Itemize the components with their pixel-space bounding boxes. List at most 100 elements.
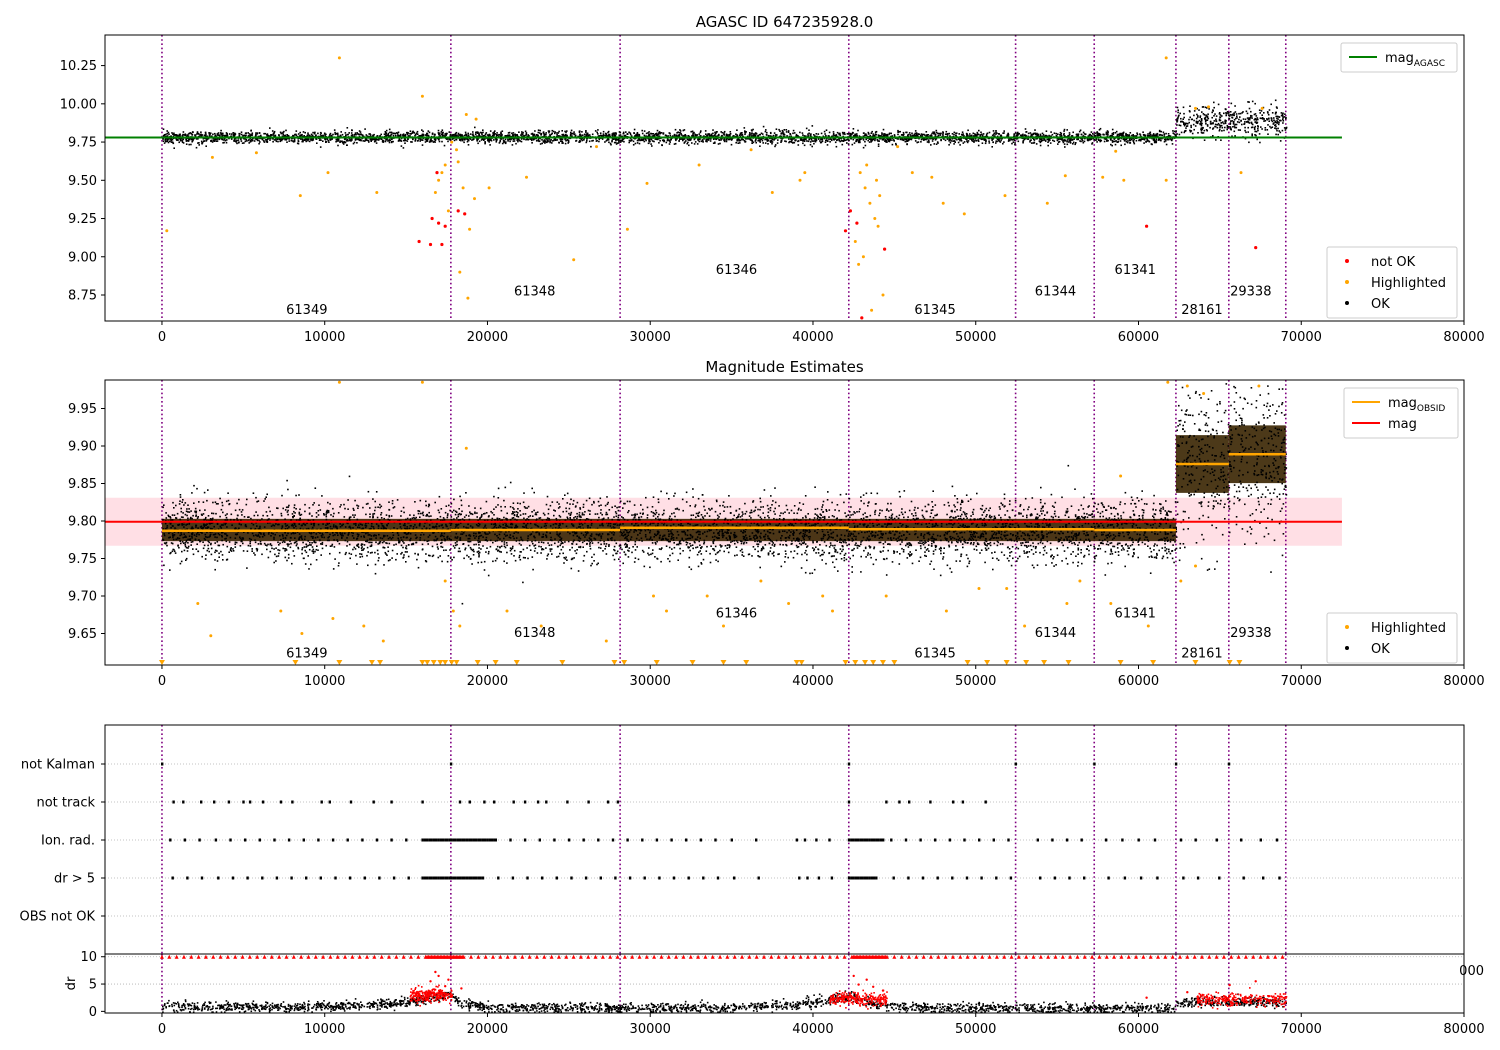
ok-point: [897, 129, 899, 132]
ok-point: [725, 133, 728, 136]
ok-point: [1266, 129, 1269, 131]
ok-point: [965, 138, 967, 140]
ok-point: [1242, 111, 1244, 113]
ok-point: [1231, 120, 1234, 122]
ok-point: [1162, 131, 1165, 134]
ok-point: [561, 130, 563, 132]
ok-point: [1183, 112, 1185, 115]
ok-point: [636, 133, 639, 135]
not-ok-point: [443, 224, 447, 228]
ok-point: [421, 144, 424, 146]
ok-point: [226, 134, 229, 137]
ok-point: [731, 138, 733, 140]
ok-point: [773, 138, 776, 140]
ok-point: [580, 134, 582, 136]
ok-point: [767, 143, 769, 145]
ok-point: [706, 135, 708, 137]
ok-point: [749, 138, 752, 141]
ok-point: [499, 138, 502, 140]
ok-point: [1122, 138, 1125, 140]
ok-point: [502, 138, 504, 140]
ok-point: [955, 132, 957, 135]
ok-point: [1091, 143, 1093, 145]
ok-point: [179, 135, 181, 137]
ok-point: [1139, 134, 1142, 136]
obsid-label: 61348: [514, 284, 555, 299]
ok-point: [296, 142, 299, 145]
ok-point: [869, 134, 872, 137]
ok-point: [619, 139, 621, 142]
ok-point: [558, 130, 560, 133]
ok-point: [164, 139, 167, 141]
ok-point: [992, 141, 994, 144]
ok-point: [1165, 132, 1167, 135]
ok-point: [216, 140, 219, 142]
ok-point: [551, 142, 553, 144]
ok-point: [801, 132, 804, 134]
ok-point: [668, 143, 671, 145]
ok-point: [652, 133, 654, 135]
ok-point: [942, 133, 944, 135]
ok-point: [833, 134, 836, 137]
ok-point: [337, 135, 339, 137]
ok-point: [1188, 121, 1190, 124]
ok-point: [1103, 140, 1106, 143]
ok-point: [191, 140, 193, 143]
ok-point: [946, 134, 949, 136]
ok-point: [358, 139, 361, 142]
ok-point: [269, 139, 271, 141]
ok-point: [592, 139, 594, 142]
ok-point: [1255, 130, 1258, 133]
ok-point: [418, 135, 420, 137]
ok-point: [1229, 111, 1232, 113]
ok-point: [583, 137, 585, 140]
ok-point: [1282, 116, 1284, 119]
ok-point: [950, 140, 953, 142]
ok-point: [396, 132, 399, 135]
ok-point: [820, 141, 823, 144]
ok-point: [1050, 131, 1052, 133]
ok-point: [1034, 526, 1036, 528]
ok-point: [1140, 138, 1143, 141]
ok-point: [1084, 137, 1086, 140]
ok-point: [847, 143, 850, 145]
ok-point: [874, 131, 877, 133]
ok-point: [780, 141, 782, 143]
ok-point: [1213, 106, 1215, 109]
ok-point: [1207, 113, 1209, 115]
ok-point: [643, 140, 646, 143]
ok-point: [1099, 547, 1102, 550]
ok-point: [280, 139, 282, 141]
ok-point: [1060, 134, 1063, 137]
ok-point: [539, 143, 542, 145]
ok-point: [614, 134, 617, 137]
ok-point: [587, 134, 590, 137]
ok-point: [1155, 141, 1158, 143]
ok-point: [717, 134, 719, 137]
ok-point: [917, 141, 920, 143]
ok-point: [399, 139, 401, 142]
ok-point: [567, 141, 570, 143]
ok-point: [346, 138, 349, 141]
ok-point: [928, 533, 931, 536]
ok-point: [909, 138, 911, 140]
ok-point: [430, 139, 432, 141]
ok-point: [306, 134, 309, 136]
ok-point: [1002, 142, 1004, 145]
ok-point: [1267, 133, 1269, 135]
ok-point: [984, 142, 987, 145]
ok-point: [1064, 146, 1066, 148]
ok-point: [722, 501, 725, 503]
ok-point: [395, 132, 398, 134]
ok-point: [963, 134, 965, 137]
ok-point: [277, 140, 279, 143]
ok-point: [751, 139, 753, 142]
ok-point: [1125, 132, 1127, 135]
ok-point: [166, 132, 168, 135]
ok-point: [766, 131, 768, 134]
obsid-label: 61341: [1115, 263, 1156, 278]
ok-point: [922, 138, 925, 141]
ok-point: [1097, 134, 1099, 137]
ok-point: [946, 133, 949, 135]
ok-point: [647, 137, 650, 140]
